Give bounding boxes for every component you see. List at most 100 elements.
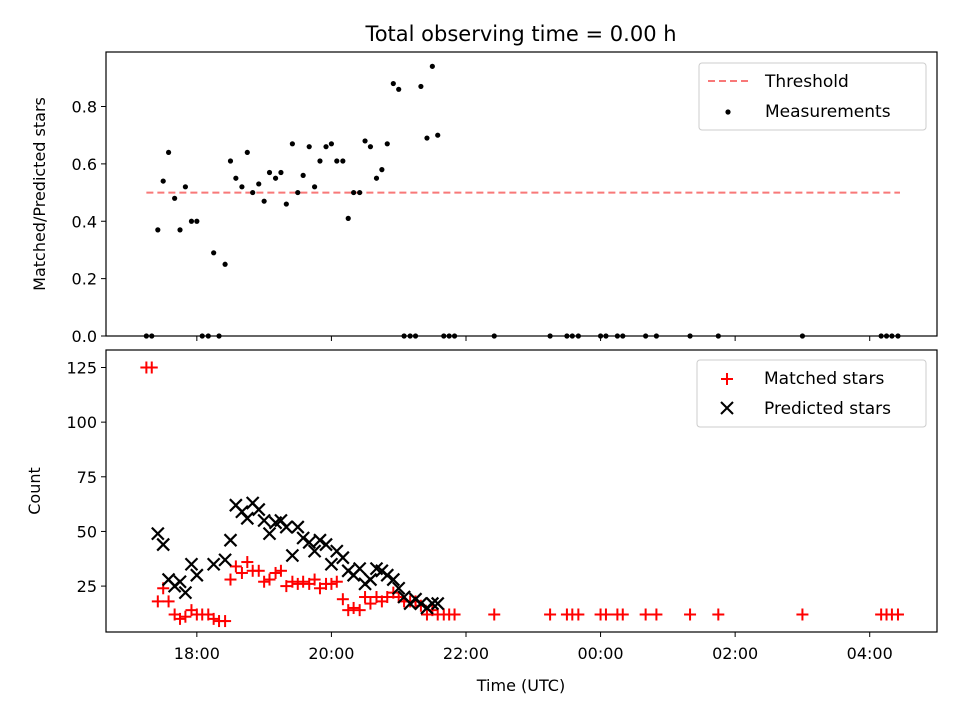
measurements-point [429, 63, 435, 69]
predicted-stars-point [363, 572, 378, 587]
y-tick-label: 0.2 [72, 270, 97, 289]
predicted-stars-point [223, 533, 238, 547]
predicted-stars-point [285, 548, 300, 563]
matched-stars-point [330, 575, 343, 588]
matched-stars-point [353, 604, 366, 617]
measurements-point [300, 172, 306, 178]
matched-stars-point [381, 591, 394, 604]
x-tick-label: 18:00 [174, 644, 220, 663]
matched-stars-point [252, 564, 265, 577]
x-tick-label: 22:00 [443, 644, 489, 663]
matched-stars-point [347, 601, 360, 614]
matched-stars-point [263, 573, 276, 586]
predicted-stars-point [251, 502, 266, 517]
predicted-stars-point [307, 544, 322, 558]
matched-stars-point [297, 575, 310, 588]
matched-stars-point [151, 595, 164, 608]
measurements-point [272, 175, 279, 181]
legend-matched-label: Matched stars [764, 369, 884, 389]
measurements-point [373, 175, 380, 181]
measurements-point [177, 227, 183, 233]
matched-stars-point [207, 612, 220, 625]
matched-stars-point [219, 615, 232, 628]
measurements-point [340, 158, 346, 164]
predicted-stars-point [319, 537, 333, 552]
matched-stars-point [235, 566, 248, 579]
legend-matched-swatch [721, 373, 733, 385]
predicted-stars-point [336, 550, 350, 565]
measurements-point [250, 189, 256, 196]
matched-stars-point [364, 597, 377, 610]
x-tick-label: 20:00 [308, 644, 354, 663]
predicted-stars-point [414, 596, 428, 611]
measurements-point [328, 141, 335, 147]
predicted-stars-point [386, 572, 401, 587]
measurements-point [357, 189, 363, 196]
axes-frame [105, 51, 938, 337]
y-tick-label: 125 [66, 358, 97, 377]
measurements-point [334, 158, 340, 164]
matched-stars-point [308, 573, 321, 586]
predicted-stars-point [262, 526, 277, 541]
bottom-plot-area: 25 50 75 100 125 18:00 20:00 22:00 00:00 02:00 04:… [66, 349, 938, 663]
matched-stars-point [229, 560, 242, 573]
predicted-stars-point [302, 535, 316, 550]
legend-measurements-label: Measurements [765, 102, 891, 122]
predicted-stars-point [218, 553, 232, 567]
bottom-legend: Matched stars Predicted stars [696, 359, 927, 428]
legend-measurements-swatch [725, 109, 731, 115]
measurements-point [182, 184, 188, 190]
y-tick-label: 100 [66, 413, 97, 432]
matched-stars-point [488, 608, 501, 621]
predicted-stars-point [240, 511, 255, 526]
y-tick-label: 0.0 [72, 327, 97, 346]
predicted-stars-point [190, 568, 204, 582]
measurements-point [367, 144, 374, 150]
measurements-point [345, 215, 351, 221]
measurements-point [289, 141, 295, 147]
predicted-stars-point [173, 574, 187, 589]
measurements-point [435, 132, 441, 138]
axes-frame [105, 349, 938, 633]
measurements-point [261, 198, 267, 204]
predicted-stars-point [156, 537, 170, 552]
matched-stars-point [325, 577, 338, 590]
predicted-stars-point [279, 520, 294, 534]
legend-predicted-swatch [720, 401, 734, 415]
matched-stars-point [162, 595, 175, 608]
matched-stars-point [179, 610, 192, 623]
measurements-point [317, 158, 323, 164]
measurements-point [311, 184, 318, 190]
matched-stars-point [258, 575, 271, 588]
y-tick-label: 75 [77, 468, 97, 487]
y-tick-label: 0.8 [72, 98, 97, 117]
matched-stars-point [891, 608, 904, 621]
x-tick-label: 00:00 [578, 644, 624, 663]
measurements-point [160, 178, 166, 184]
measurements-point [266, 169, 273, 176]
y-tick-label: 0.4 [72, 212, 97, 231]
measurements-point [172, 195, 178, 201]
predicted-stars-point [184, 557, 199, 572]
predicted-stars-point [313, 533, 327, 547]
predicted-stars-point [380, 568, 395, 582]
measurements-point [379, 167, 385, 173]
matched-stars-point [313, 582, 326, 595]
measurements-point [424, 135, 430, 141]
measurements-point [165, 149, 172, 156]
matched-stars-point [650, 608, 663, 621]
matched-stars-point [274, 564, 287, 577]
top-legend: Threshold Measurements [698, 62, 927, 131]
measurements-point [418, 83, 424, 90]
x-tick-label: 04:00 [847, 644, 893, 663]
x-axis-label: Time (UTC) [476, 676, 565, 695]
measurements-point [283, 201, 289, 207]
matched-stars-point [616, 608, 629, 621]
measurements-point [351, 189, 357, 196]
predicted-stars-point [430, 596, 445, 611]
matched-stars-point [572, 608, 585, 621]
measurements-point [194, 218, 200, 224]
matched-stars-point [684, 608, 697, 621]
